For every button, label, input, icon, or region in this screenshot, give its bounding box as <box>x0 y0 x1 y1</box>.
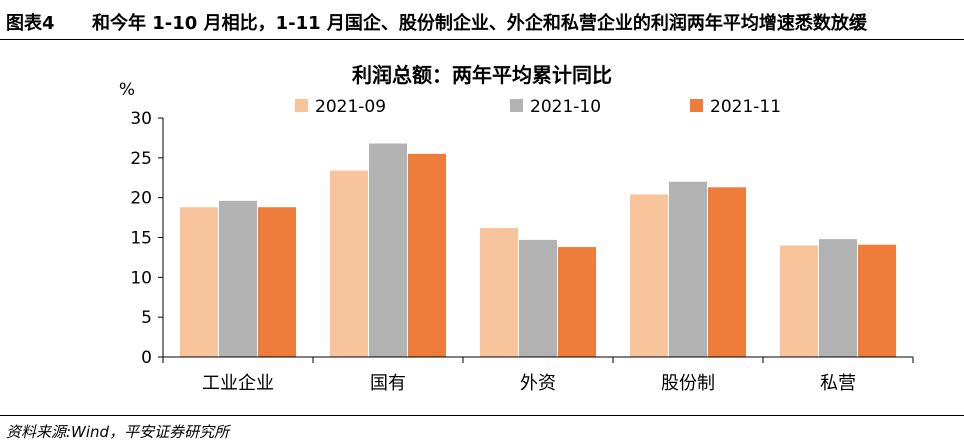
bar <box>369 143 407 357</box>
y-tick-label: 5 <box>141 308 152 328</box>
y-tick-label: 30 <box>130 109 152 129</box>
bar <box>558 247 596 357</box>
x-tick-label: 工业企业 <box>202 373 274 394</box>
bar <box>219 200 257 357</box>
legend-swatch <box>690 99 703 112</box>
figure-header: 图表4 和今年 1-10 月相比，1-11 月国企、股份制企业、外企和私营企业的… <box>0 0 964 40</box>
legend-label: 2021-09 <box>315 97 386 117</box>
bar <box>180 207 218 357</box>
x-tick-label: 国有 <box>370 373 406 394</box>
source-note: 资料来源:Wind，平安证券研究所 <box>6 423 230 441</box>
y-tick-label: 15 <box>130 229 152 249</box>
bar <box>858 244 896 357</box>
legend-label: 2021-11 <box>710 97 781 117</box>
figure-title: 和今年 1-10 月相比，1-11 月国企、股份制企业、外企和私营企业的利润两年… <box>92 13 867 34</box>
footer-rule <box>0 415 964 416</box>
chart-title: 利润总额：两年平均累计同比 <box>352 63 612 87</box>
bar <box>819 239 857 357</box>
bars <box>180 143 896 357</box>
y-tick-label: 10 <box>130 268 152 288</box>
legend-swatch <box>510 99 523 112</box>
bar <box>330 170 368 357</box>
y-tick-label: 20 <box>130 189 152 209</box>
x-tick-label: 股份制 <box>661 373 715 394</box>
legend-swatch <box>295 99 308 112</box>
bar <box>780 245 818 357</box>
y-axis: 0 5 10 15 20 25 30 <box>130 109 164 368</box>
bar <box>480 227 518 357</box>
y-tick-label: 0 <box>141 348 152 368</box>
bar <box>519 239 557 357</box>
y-axis-unit: % <box>119 80 135 100</box>
figure-label: 图表4 <box>6 13 55 34</box>
bar <box>669 181 707 357</box>
header-rule <box>0 39 964 40</box>
bar <box>258 207 296 357</box>
bar <box>408 153 446 357</box>
bar <box>630 194 668 357</box>
x-axis: 工业企业 国有 外资 股份制 私营 <box>162 356 914 394</box>
x-tick-label: 外资 <box>520 373 556 394</box>
legend: 2021-09 2021-10 2021-11 <box>295 97 781 117</box>
bar <box>708 187 746 357</box>
x-tick-label: 私营 <box>820 373 856 394</box>
y-tick-label: 25 <box>130 149 152 169</box>
legend-label: 2021-10 <box>530 97 601 117</box>
